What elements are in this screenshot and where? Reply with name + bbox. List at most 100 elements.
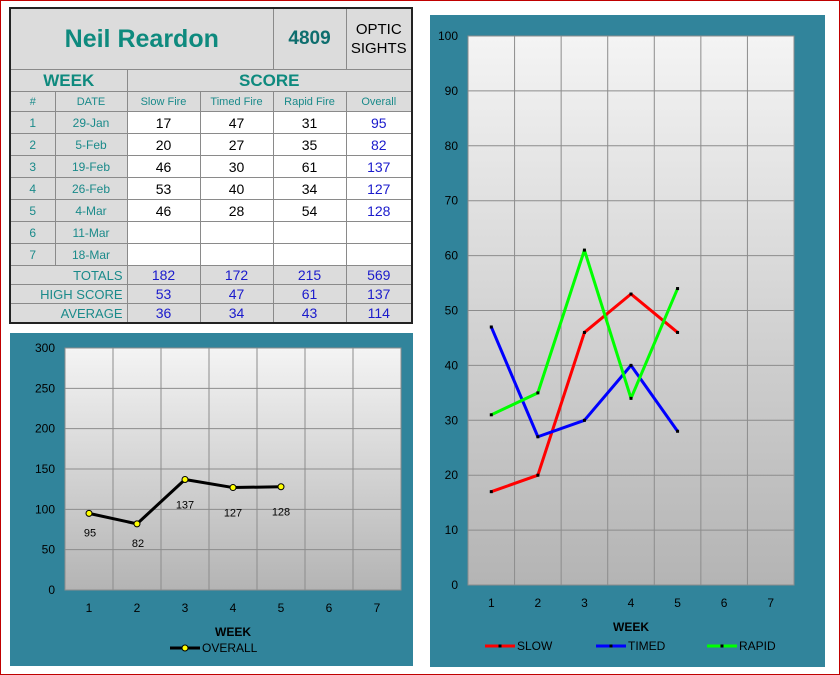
x-tick-label: 4 [628,596,635,610]
rapid-fire-score: 54 [272,199,347,222]
col-header-number: # [9,91,56,112]
table-row: 6 11-Mar [9,221,413,244]
summary-overall: 569 [345,265,413,285]
x-axis-label: WEEK [215,625,251,639]
data-point-marker [629,292,633,296]
data-point-marker [489,490,493,494]
x-tick-label: 3 [182,601,189,615]
x-tick-label: 4 [230,601,237,615]
column-header-row: # DATE Slow Fire Timed Fire Rapid Fire O… [9,91,413,112]
overall-score: 127 [345,177,413,200]
x-tick-label: 5 [674,596,681,610]
col-header-timed: Timed Fire [199,91,274,112]
slow-fire-score: 17 [126,111,201,134]
table-row: 5 4-Mar 46 28 54 128 [9,199,413,222]
summary-rapid: 215 [272,265,347,285]
rapid-fire-score: 61 [272,155,347,178]
week-date: 5-Feb [54,133,128,156]
data-point-marker [629,396,633,400]
data-point-marker [489,325,493,329]
data-label: 82 [132,538,144,550]
week-date: 19-Feb [54,155,128,178]
y-tick-label: 20 [445,468,459,482]
legend-marker [720,644,724,648]
timed-fire-score [199,221,274,244]
overall-chart: 0 50 100 150 200 250 300 1 2 3 4 5 6 7 WEEK 95 82 137 127 1… [10,333,413,666]
week-number: 6 [9,221,56,244]
summary-timed: 172 [199,265,274,285]
summary-row: TOTALS 182 172 215 569 [9,265,413,285]
data-point-marker [582,330,586,334]
data-point-marker [181,475,189,483]
summary-row: HIGH SCORE 53 47 61 137 [9,284,413,304]
week-date: 18-Mar [54,243,128,266]
summary-overall: 137 [345,284,413,304]
y-tick-label: 300 [35,341,55,355]
table-row: 1 29-Jan 17 47 31 95 [9,111,413,134]
timed-fire-score: 47 [199,111,274,134]
y-tick-label: 40 [445,358,459,372]
x-tick-label: 6 [326,601,333,615]
week-date: 26-Feb [54,177,128,200]
summary-timed: 47 [199,284,274,304]
timed-fire-score: 40 [199,177,274,200]
summary-overall: 114 [345,303,413,324]
x-tick-label: 6 [721,596,728,610]
week-date: 29-Jan [54,111,128,134]
summary-label: AVERAGE [9,303,128,324]
section-row: WEEK SCORE [9,69,413,92]
y-tick-label: 70 [445,194,459,208]
data-point-marker [229,484,237,492]
table-row: 2 5-Feb 20 27 35 82 [9,133,413,156]
data-label: 137 [176,499,194,511]
data-point-marker [676,330,680,334]
x-tick-label: 3 [581,596,588,610]
week-number: 4 [9,177,56,200]
legend-marker [498,644,502,648]
data-label: 127 [224,508,242,520]
x-tick-label: 1 [86,601,93,615]
rapid-fire-score: 34 [272,177,347,200]
summary-slow: 36 [126,303,201,324]
x-tick-label: 1 [488,596,495,610]
sight-class: OPTIC SIGHTS [345,7,413,70]
timed-fire-score: 28 [199,199,274,222]
week-date: 4-Mar [54,199,128,222]
overall-score [345,243,413,266]
y-tick-label: 0 [451,578,458,592]
summary-timed: 34 [199,303,274,324]
rapid-fire-score: 35 [272,133,347,156]
overall-score: 128 [345,199,413,222]
data-point-marker [133,520,141,528]
y-tick-label: 100 [438,29,458,43]
week-number: 1 [9,111,56,134]
slow-fire-score: 20 [126,133,201,156]
week-date: 11-Mar [54,221,128,244]
data-point-marker [277,483,285,491]
x-tick-label: 7 [374,601,381,615]
table-row: 4 26-Feb 53 40 34 127 [9,177,413,200]
score-table: Neil Reardon 4809 OPTIC SIGHTS WEEK SCORE… [9,7,414,324]
data-point-marker [536,435,540,439]
slow-fire-score: 53 [126,177,201,200]
rapid-fire-score: 31 [272,111,347,134]
legend-label: TIMED [628,639,666,653]
title-row: Neil Reardon 4809 OPTIC SIGHTS [9,7,413,70]
overall-score: 137 [345,155,413,178]
y-tick-label: 30 [445,413,459,427]
week-number: 5 [9,199,56,222]
slow-fire-score: 46 [126,155,201,178]
summary-slow: 182 [126,265,201,285]
x-tick-label: 2 [134,601,141,615]
y-tick-label: 250 [35,381,55,395]
fire-chart: 0 10 20 30 40 50 60 70 80 90 100 1 2 3 4 5 6 7 WEEK SLOW TIM… [430,15,825,667]
summary-label: HIGH SCORE [9,284,128,304]
y-tick-label: 10 [445,523,459,537]
y-tick-label: 50 [445,304,459,318]
y-tick-label: 100 [35,502,55,516]
timed-fire-score [199,243,274,266]
data-point-marker [582,418,586,422]
legend-label: OVERALL [202,641,258,655]
summary-label: TOTALS [9,265,128,285]
x-tick-label: 5 [278,601,285,615]
